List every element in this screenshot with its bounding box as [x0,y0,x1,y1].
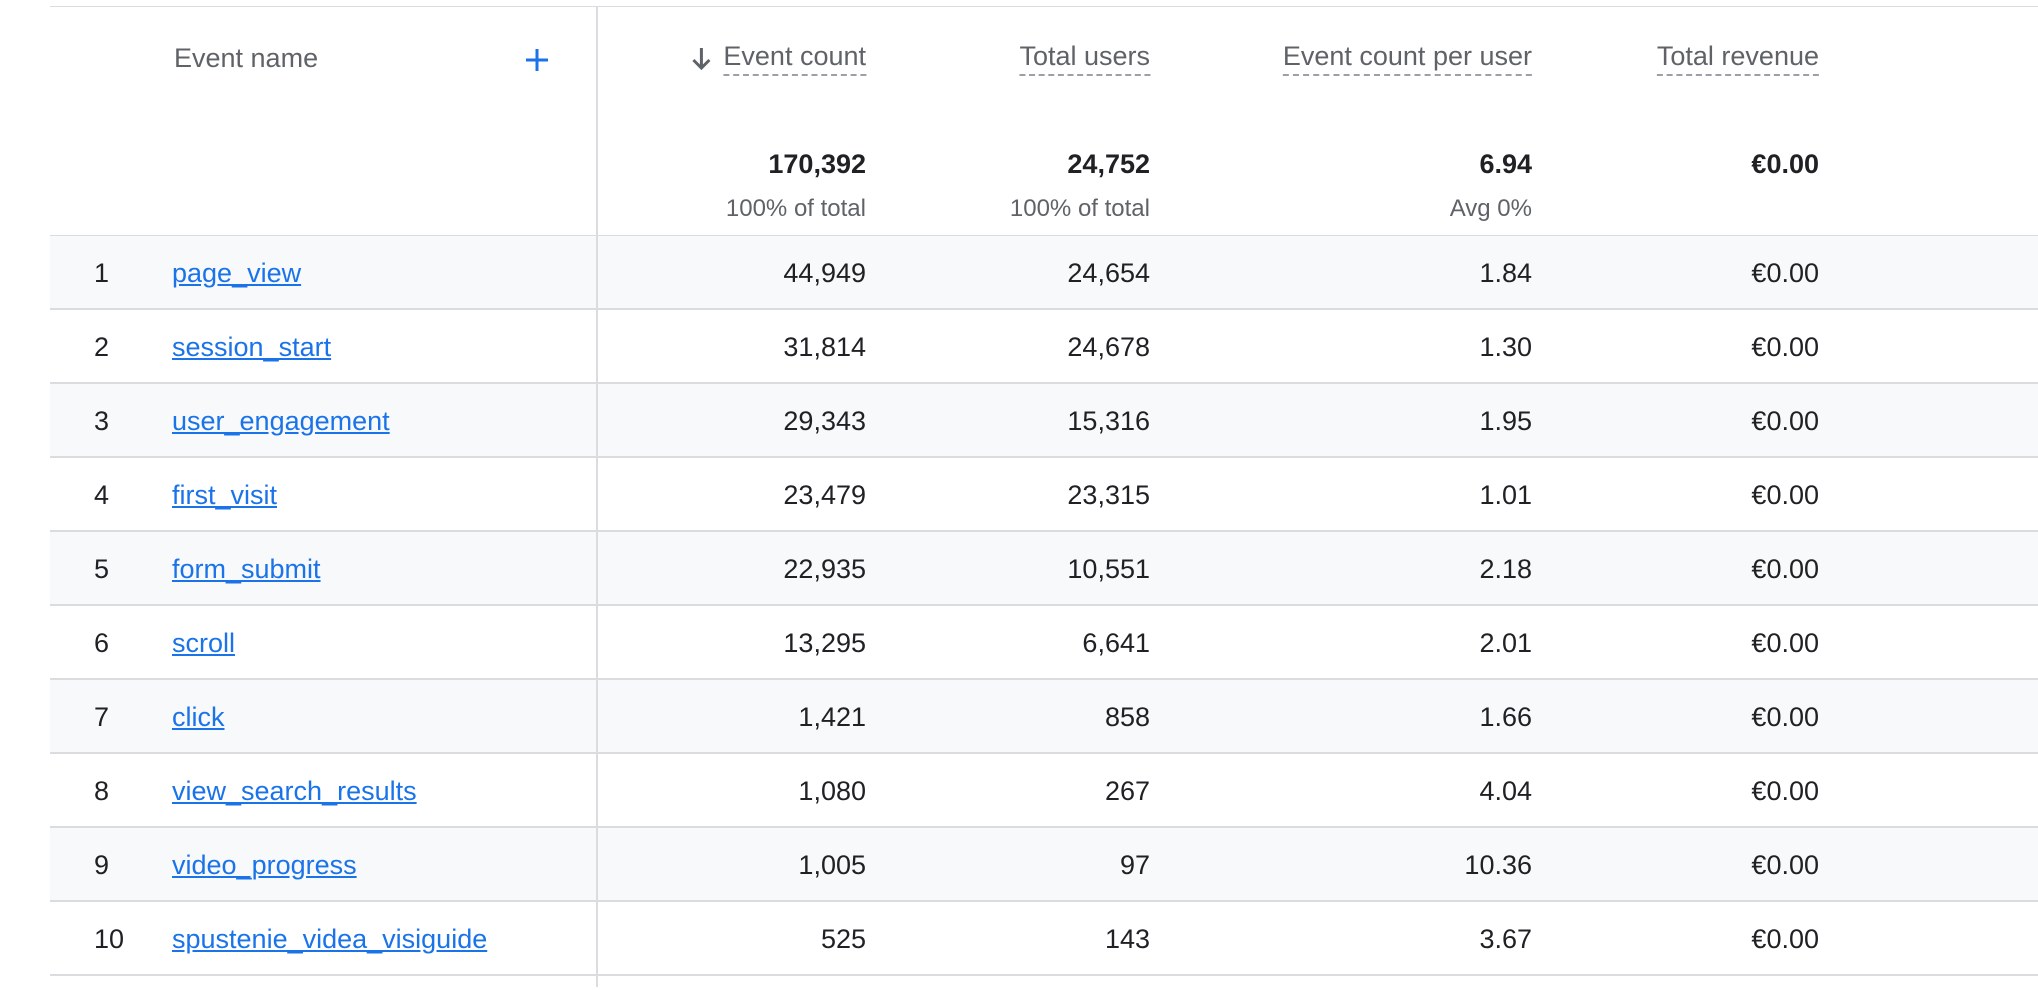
table-row: 10 spustenie_videa_visiguide 525 143 3.6… [50,902,2038,976]
table-header: Event name Event count Total users Event… [50,7,2038,236]
event-count-cell: 1,005 [798,850,866,880]
total-users-cell: 24,654 [1067,258,1150,288]
event-count-per-user-total-sub: Avg 0% [1449,195,1532,222]
event-count-cell: 29,343 [783,406,866,436]
total-users-header-label: Total users [1019,41,1150,76]
event-name-link[interactable]: spustenie_videa_visiguide [172,924,488,954]
event-count-cell: 22,935 [783,554,866,584]
table-row: 2 session_start 31,814 24,678 1.30 €0.00 [50,310,2038,384]
table-row: 1 page_view 44,949 24,654 1.84 €0.00 [50,236,2038,310]
event-name-link[interactable]: session_start [172,332,332,362]
event-count-per-user-cell: 1.30 [1479,332,1532,362]
row-index: 9 [94,850,110,880]
total-revenue-header-label: Total revenue [1656,41,1819,76]
total-revenue-cell: €0.00 [1751,702,1819,732]
row-index: 8 [94,776,110,806]
event-count-per-user-cell: 2.18 [1479,554,1532,584]
event-count-per-user-cell: 1.66 [1479,702,1532,732]
event-count-cell: 1,080 [798,776,866,806]
event-count-per-user-cell: 1.84 [1479,258,1532,288]
table-row: 3 user_engagement 29,343 15,316 1.95 €0.… [50,384,2038,458]
event-count-per-user-column-header[interactable]: Event count per user [1282,41,1532,76]
table-top-border [50,6,2038,7]
event-count-cell: 13,295 [783,628,866,658]
event-count-column-header[interactable]: Event count [689,41,866,76]
total-revenue-cell: €0.00 [1751,406,1819,436]
event-count-per-user-total: 6.94 [1479,149,1532,179]
total-users-total-sub: 100% of total [1009,195,1150,222]
total-users-cell: 10,551 [1067,554,1150,584]
table-row: 8 view_search_results 1,080 267 4.04 €0.… [50,754,2038,828]
total-users-cell: 23,315 [1067,480,1150,510]
event-count-per-user-cell: 2.01 [1479,628,1532,658]
event-name-link[interactable]: page_view [172,258,302,288]
total-revenue-total: €0.00 [1751,149,1819,179]
row-index: 6 [94,628,110,658]
total-revenue-cell: €0.00 [1751,776,1819,806]
total-revenue-cell: €0.00 [1751,480,1819,510]
row-index: 7 [94,702,110,732]
row-index: 4 [94,480,110,510]
event-name-link[interactable]: click [172,702,225,732]
total-users-cell: 97 [1119,850,1150,880]
event-count-per-user-cell: 10.36 [1464,850,1532,880]
total-users-cell: 6,641 [1082,628,1150,658]
table-row: 9 video_progress 1,005 97 10.36 €0.00 [50,828,2038,902]
table-row: 4 first_visit 23,479 23,315 1.01 €0.00 [50,458,2038,532]
table-row: 6 scroll 13,295 6,641 2.01 €0.00 [50,606,2038,680]
event-count-per-user-cell: 3.67 [1479,924,1532,954]
total-users-cell: 15,316 [1067,406,1150,436]
event-count-per-user-cell: 1.95 [1479,406,1532,436]
event-count-total: 170,392 [768,149,866,179]
row-index: 2 [94,332,110,362]
total-users-cell: 858 [1104,702,1150,732]
event-count-per-user-header-label: Event count per user [1282,41,1532,76]
event-count-cell: 44,949 [783,258,866,288]
total-revenue-column-header[interactable]: Total revenue [1656,41,1819,76]
row-index: 3 [94,406,110,436]
total-users-total: 24,752 [1067,149,1150,179]
row-index: 10 [94,924,125,954]
total-revenue-cell: €0.00 [1751,924,1819,954]
total-revenue-cell: €0.00 [1751,850,1819,880]
event-count-header-label: Event count [723,41,866,76]
event-count-cell: 1,421 [798,702,866,732]
total-revenue-cell: €0.00 [1751,332,1819,362]
table-row: 5 form_submit 22,935 10,551 2.18 €0.00 [50,532,2038,606]
event-count-per-user-cell: 4.04 [1479,776,1532,806]
add-dimension-button[interactable] [518,41,556,79]
total-revenue-cell: €0.00 [1751,258,1819,288]
event-name-link[interactable]: video_progress [172,850,357,880]
event-name-link[interactable]: form_submit [172,554,321,584]
column-divider [596,7,598,987]
table-row: 7 click 1,421 858 1.66 €0.00 [50,680,2038,754]
arrow-down-icon [689,45,713,73]
event-count-per-user-cell: 1.01 [1479,480,1532,510]
total-users-cell: 267 [1104,776,1150,806]
total-users-column-header[interactable]: Total users [1019,41,1150,76]
event-count-total-sub: 100% of total [725,195,866,222]
event-name-link[interactable]: view_search_results [172,776,417,806]
row-index: 1 [94,258,110,288]
event-count-cell: 23,479 [783,480,866,510]
total-users-cell: 143 [1104,924,1150,954]
row-index: 5 [94,554,110,584]
event-name-column-header[interactable]: Event name [174,43,319,73]
event-count-cell: 525 [820,924,866,954]
event-name-link[interactable]: first_visit [172,480,278,510]
total-revenue-cell: €0.00 [1751,628,1819,658]
event-count-cell: 31,814 [783,332,866,362]
event-name-link[interactable]: user_engagement [172,406,390,436]
total-revenue-cell: €0.00 [1751,554,1819,584]
event-name-link[interactable]: scroll [172,628,236,658]
total-users-cell: 24,678 [1067,332,1150,362]
plus-icon [526,49,548,71]
